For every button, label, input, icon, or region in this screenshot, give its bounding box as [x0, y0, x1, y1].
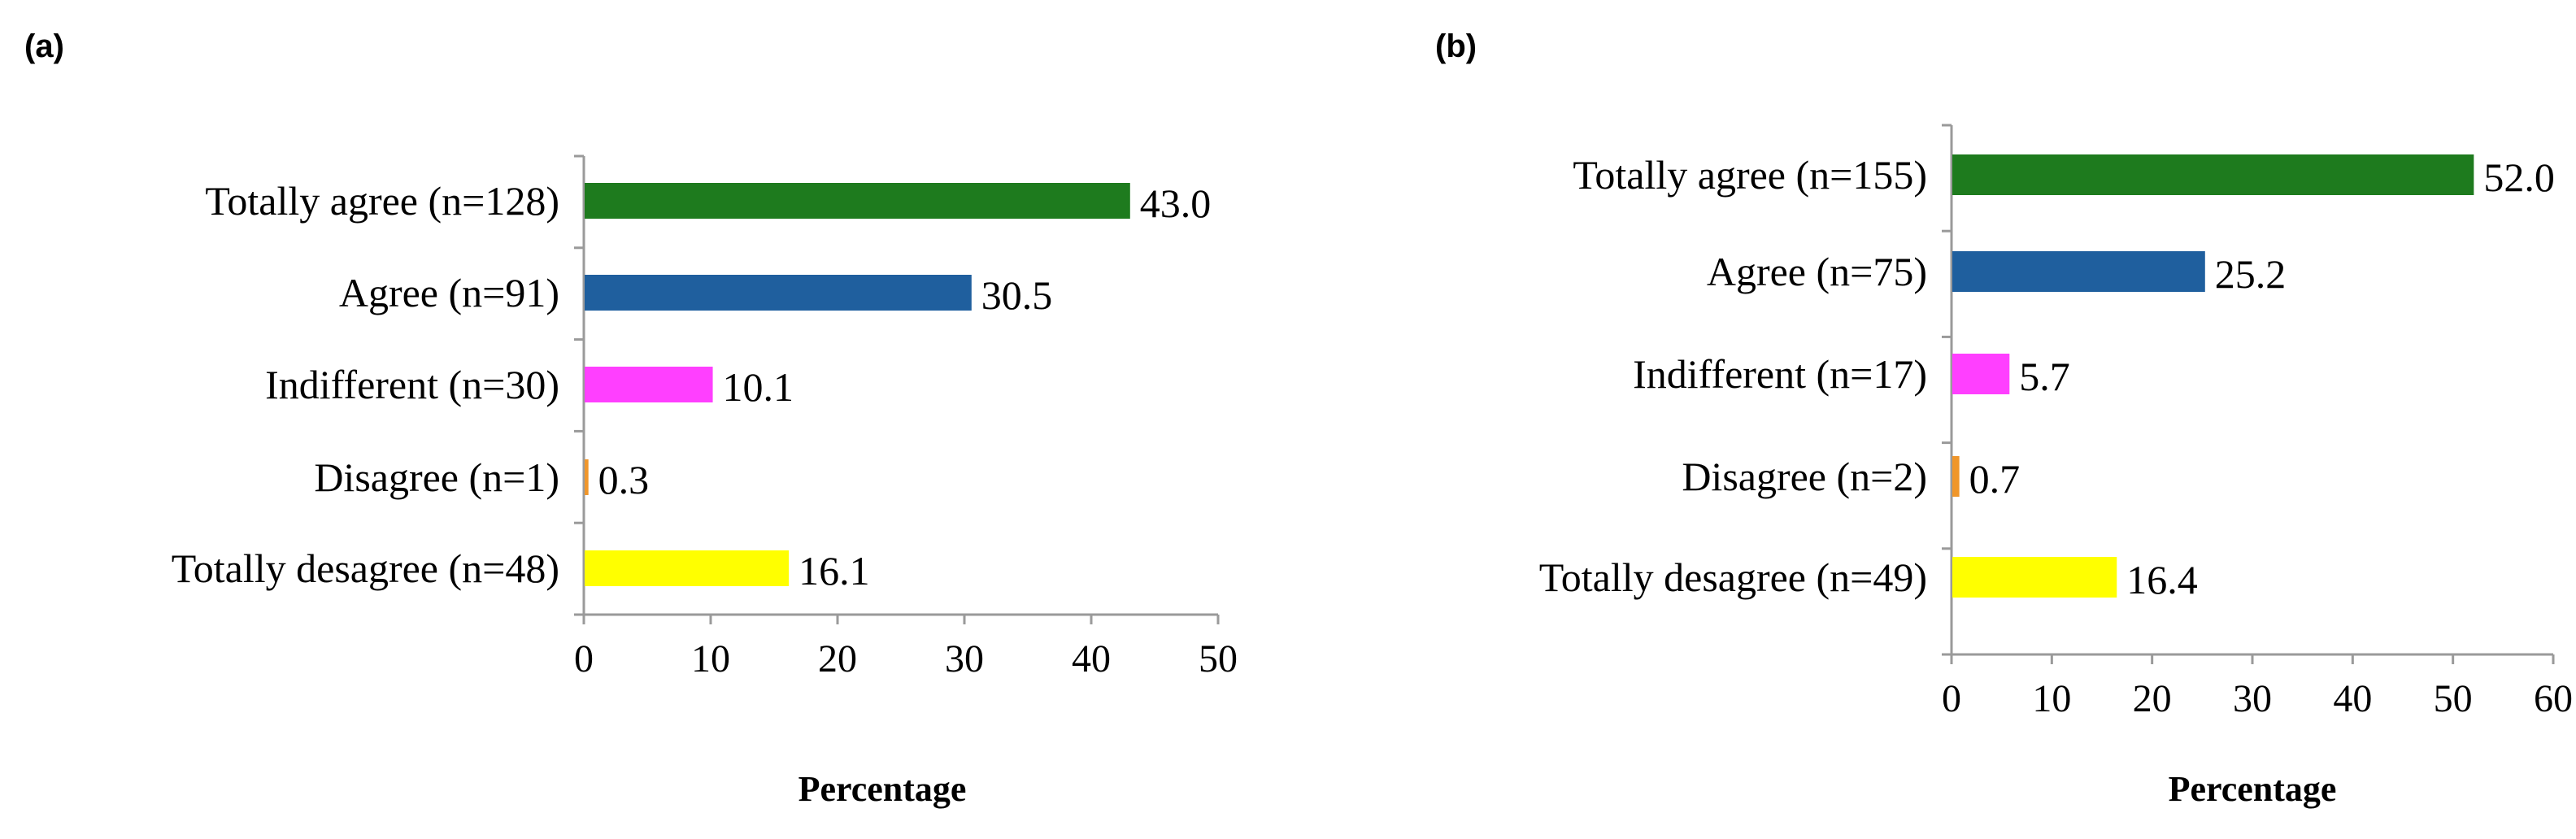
value-label-a-4: 16.1 — [798, 548, 869, 593]
x-tick-label-b-5: 50 — [2434, 677, 2473, 720]
x-axis-title-a: Percentage — [798, 769, 967, 809]
bar-a-2 — [585, 367, 713, 402]
category-label-a-1: Agree (n=91) — [339, 270, 559, 315]
bar-a-4 — [585, 550, 790, 586]
x-tick-label-a-3: 30 — [945, 637, 984, 680]
panel-label-a: (a) — [24, 28, 64, 64]
value-label-b-4: 16.4 — [2126, 557, 2198, 602]
category-label-a-4: Totally desagree (n=48) — [172, 546, 559, 591]
x-tick-label-b-4: 40 — [2333, 677, 2372, 720]
x-tick-label-a-5: 50 — [1199, 637, 1238, 680]
chart-panel-b: (b) Percentage 0 10 20 30 40 50 60 Totally agre… — [1435, 28, 2573, 809]
value-label-a-1: 30.5 — [981, 272, 1053, 318]
value-label-a-3: 0.3 — [598, 457, 650, 502]
x-tick-label-b-6: 60 — [2534, 677, 2573, 720]
bar-b-0 — [1952, 154, 2474, 195]
x-tick-label-b-1: 10 — [2032, 677, 2071, 720]
x-tick-label-a-1: 10 — [691, 637, 730, 680]
category-label-b-4: Totally desagree (n=49) — [1539, 554, 1927, 600]
x-tick-label-b-3: 30 — [2233, 677, 2272, 720]
category-label-b-3: Disagree (n=2) — [1682, 454, 1927, 499]
x-axis-title-b: Percentage — [2169, 769, 2337, 809]
chart-panel-a: (a) Percentage 0 10 20 30 40 50 Totally agree … — [24, 28, 1238, 809]
bar-b-4 — [1952, 557, 2117, 598]
bar-b-1 — [1952, 251, 2205, 292]
x-tick-label-a-2: 20 — [818, 637, 857, 680]
category-label-a-3: Disagree (n=1) — [314, 454, 559, 500]
value-label-a-2: 10.1 — [723, 364, 794, 410]
value-label-b-0: 52.0 — [2483, 154, 2555, 200]
category-label-b-0: Totally agree (n=155) — [1573, 152, 1927, 198]
value-label-b-2: 5.7 — [2019, 354, 2070, 399]
category-label-a-2: Indifferent (n=30) — [265, 362, 559, 407]
bar-a-3 — [585, 459, 589, 495]
bar-a-0 — [585, 183, 1130, 219]
value-label-b-3: 0.7 — [1969, 456, 2021, 502]
category-label-a-0: Totally agree (n=128) — [205, 178, 559, 224]
x-tick-label-b-2: 20 — [2133, 677, 2172, 720]
bar-a-1 — [585, 275, 972, 311]
value-label-a-0: 43.0 — [1140, 180, 1212, 226]
category-label-b-1: Agree (n=75) — [1707, 249, 1927, 294]
x-tick-label-a-0: 0 — [574, 637, 594, 680]
x-tick-label-a-4: 40 — [1072, 637, 1111, 680]
bar-b-2 — [1952, 354, 2010, 394]
bar-b-3 — [1952, 456, 1960, 497]
x-tick-label-b-0: 0 — [1942, 677, 1961, 720]
value-label-b-1: 25.2 — [2215, 251, 2287, 297]
category-label-b-2: Indifferent (n=17) — [1633, 351, 1927, 397]
panel-label-b: (b) — [1435, 28, 1477, 64]
